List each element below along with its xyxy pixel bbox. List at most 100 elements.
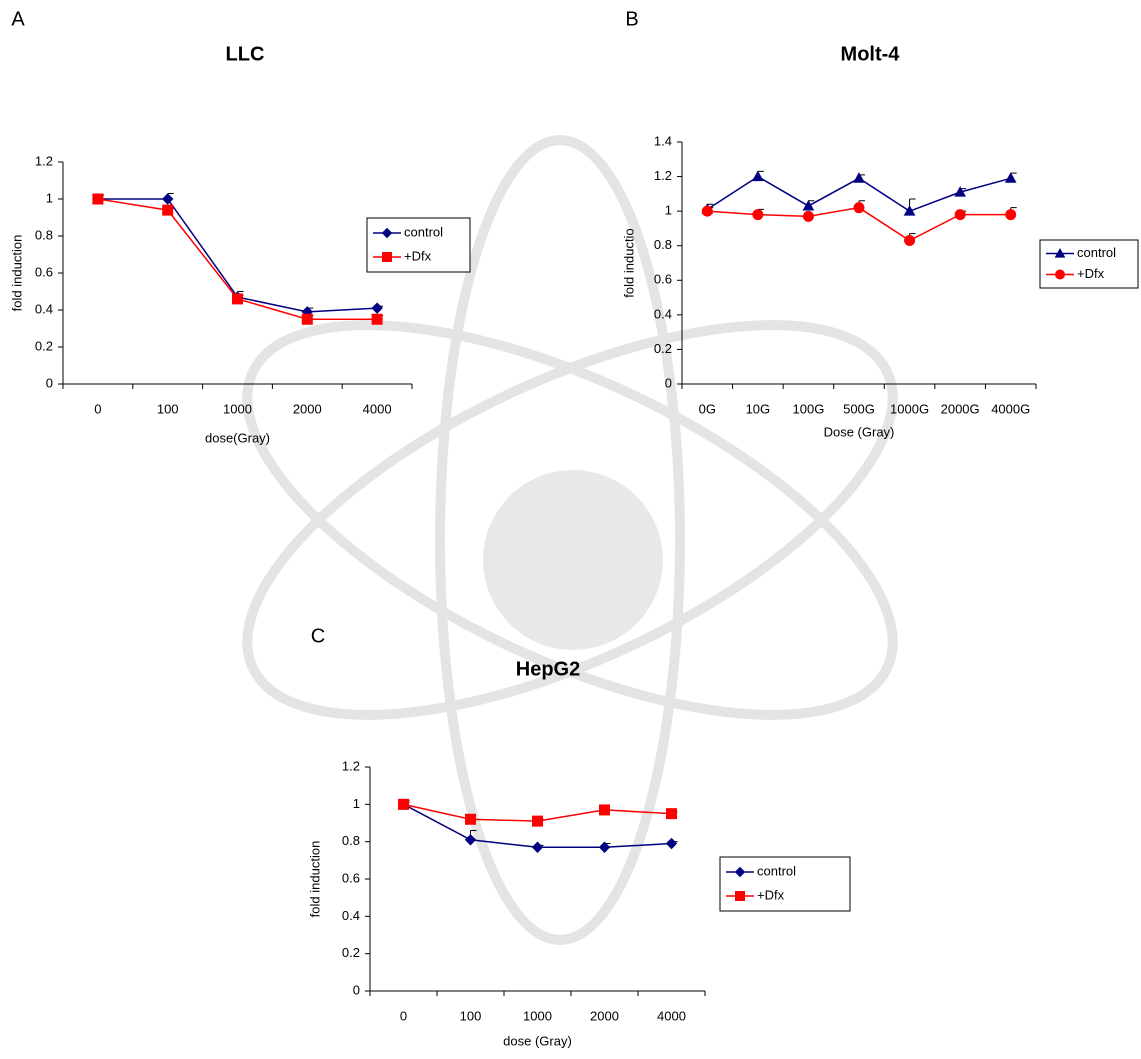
marker [162, 204, 174, 216]
marker [371, 313, 383, 325]
marker [232, 293, 243, 305]
y-tick-label: 0.2 [654, 341, 672, 356]
x-axis-label: dose (Gray) [503, 1033, 572, 1048]
y-tick-label: 0.2 [35, 338, 53, 353]
x-tick-label: 1000 [523, 1008, 552, 1023]
y-tick-label: 0.4 [342, 908, 360, 923]
marker [802, 199, 815, 211]
y-axis-label: fold induction [307, 841, 322, 918]
marker [666, 808, 677, 820]
marker [161, 193, 174, 205]
y-tick-label: 0.8 [35, 227, 53, 242]
chart-title: Molt-4 [841, 43, 901, 65]
x-tick-label: 4000G [991, 401, 1030, 416]
y-tick-label: 1 [665, 203, 672, 218]
marker [904, 235, 916, 247]
marker [752, 170, 764, 182]
legend-box [1039, 239, 1139, 289]
x-tick-label: 100G [793, 401, 825, 416]
marker [735, 891, 745, 901]
x-tick-label: 100 [460, 1008, 482, 1023]
y-tick-label: 0.8 [654, 237, 672, 252]
x-tick-label: 4000 [363, 401, 392, 416]
x-axis-label: Dose (Gray) [824, 424, 895, 439]
y-tick-label: 0.8 [342, 833, 360, 848]
x-axis-label: dose(Gray) [205, 430, 270, 445]
y-tick-label: 1.2 [654, 168, 672, 183]
y-tick-label: 1.2 [35, 153, 53, 168]
x-tick-label: 0 [94, 401, 101, 416]
x-tick-label: 2000 [293, 401, 322, 416]
chart: C HepG2 fold induction dose (Gray) 0 0.2 0.4 0.… [307, 625, 851, 1048]
x-tick-label: 4000 [657, 1008, 686, 1023]
y-tick-label: 0.4 [654, 306, 672, 321]
legend-label: control [757, 863, 796, 878]
watermark-orbit [242, 320, 898, 720]
x-tick-label: 0 [400, 1008, 407, 1023]
marker [1055, 269, 1065, 280]
marker [1054, 247, 1066, 258]
marker [701, 205, 713, 217]
marker [382, 252, 392, 262]
y-tick-label: 0 [353, 982, 360, 997]
marker [853, 172, 865, 183]
legend-label: control [1077, 245, 1116, 260]
y-tick-label: 1.2 [342, 758, 360, 773]
y-tick-label: 0.6 [654, 272, 672, 287]
marker [734, 866, 746, 878]
legend-label: +Dfx [404, 248, 432, 263]
y-tick-label: 1.4 [654, 133, 672, 148]
y-tick-label: 0.4 [35, 301, 53, 316]
y-tick-label: 1 [353, 796, 360, 811]
y-axis-label: fold induction [9, 235, 24, 312]
marker [802, 210, 814, 222]
marker [464, 834, 477, 846]
x-tick-label: 0G [699, 401, 716, 416]
marker [1005, 209, 1017, 221]
x-tick-label: 100 [157, 401, 179, 416]
marker [665, 837, 678, 850]
watermark [242, 135, 898, 945]
marker [92, 193, 104, 205]
x-tick-label: 2000G [941, 401, 980, 416]
legend-box [719, 856, 851, 912]
chart: B Molt-4 fold inductio Dose (Gray) 0 0.2 0.4 0.… [621, 8, 1139, 439]
marker [371, 302, 383, 314]
y-tick-label: 0 [665, 375, 672, 390]
x-tick-label: 2000 [590, 1008, 619, 1023]
marker [301, 313, 313, 325]
y-tick-label: 0.2 [342, 945, 360, 960]
chart: A LLC fold induction dose(Gray) 0 0.2 0.4 0.6 0.… [9, 8, 471, 445]
marker [954, 209, 966, 221]
watermark-orbit [435, 135, 685, 945]
panel-letter: A [11, 8, 25, 30]
watermark-center [483, 470, 663, 650]
chart-title: LLC [226, 43, 265, 65]
marker [1004, 172, 1017, 183]
watermark-orbit [242, 320, 898, 720]
panel-letter: B [625, 8, 638, 30]
marker [465, 813, 476, 825]
y-axis-label: fold inductio [621, 228, 636, 297]
chart-title: HepG2 [516, 658, 580, 680]
legend-box [366, 217, 471, 273]
marker [598, 841, 611, 853]
marker [853, 202, 865, 214]
legend-label: control [404, 224, 443, 239]
marker [532, 815, 543, 827]
x-tick-label: 10G [746, 401, 771, 416]
marker [599, 804, 610, 816]
x-tick-label: 1000G [890, 401, 929, 416]
y-tick-label: 0 [46, 375, 53, 390]
y-tick-label: 0.6 [35, 264, 53, 279]
marker [381, 227, 393, 239]
legend-label: +Dfx [757, 887, 785, 902]
y-tick-label: 1 [46, 190, 53, 205]
panel-letter: C [311, 625, 325, 647]
marker [531, 841, 544, 853]
marker [954, 186, 966, 197]
x-tick-label: 1000 [223, 401, 252, 416]
marker [903, 205, 916, 216]
marker [752, 209, 764, 221]
